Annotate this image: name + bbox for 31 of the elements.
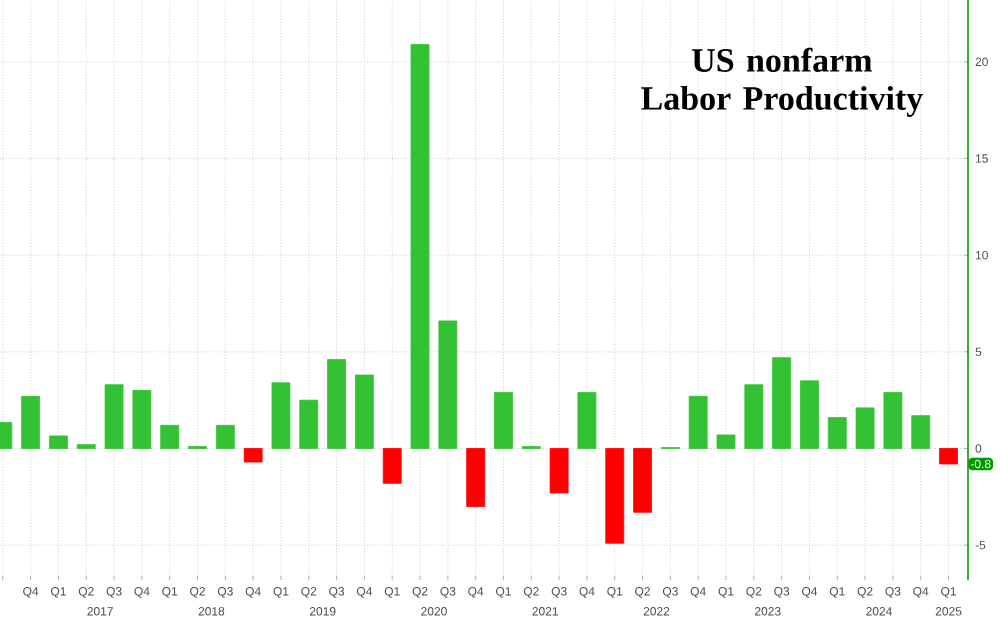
bar xyxy=(939,448,958,465)
bar xyxy=(104,384,124,449)
bar xyxy=(911,415,931,449)
bar xyxy=(716,434,736,449)
bar xyxy=(132,390,152,449)
bar xyxy=(271,382,291,449)
bar xyxy=(21,395,41,449)
bar xyxy=(577,392,597,449)
bar xyxy=(49,435,68,449)
bar xyxy=(688,395,708,449)
bar xyxy=(382,448,402,484)
bar xyxy=(438,320,458,449)
bar xyxy=(410,44,430,449)
bar xyxy=(772,357,792,449)
bar xyxy=(855,407,875,449)
bar xyxy=(494,392,513,449)
bar xyxy=(633,448,652,513)
bar xyxy=(466,448,486,507)
bar xyxy=(883,392,903,449)
bar xyxy=(355,374,374,449)
bar xyxy=(160,424,180,449)
bar xyxy=(827,417,847,449)
bar xyxy=(327,359,346,449)
bar xyxy=(549,448,569,494)
text: US nonfarm Labor Productivity xyxy=(641,47,923,117)
bar xyxy=(243,448,263,463)
bar xyxy=(299,399,319,449)
bar xyxy=(744,384,764,449)
bar xyxy=(215,424,235,449)
bar xyxy=(605,448,625,544)
bar xyxy=(800,380,819,449)
